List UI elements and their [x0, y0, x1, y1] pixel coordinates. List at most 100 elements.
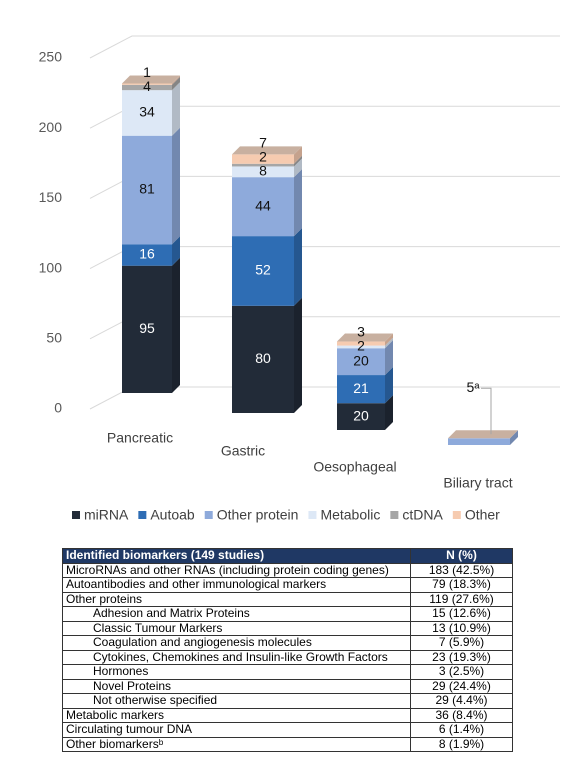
- bar-segment: [122, 135, 172, 245]
- y-tick-label: 150: [39, 189, 63, 205]
- table-row: Other biomarkersᵇ 8 (1.9%): [62, 736, 513, 752]
- bar-segment: [337, 375, 385, 404]
- bar-segment: [337, 348, 385, 376]
- bar-side: [172, 236, 180, 266]
- table-row: Autoantibodies and other immunological m…: [62, 577, 513, 593]
- bar-side: [294, 228, 302, 306]
- data-label: 3: [357, 324, 365, 340]
- table-cell: 13 (10.9%): [410, 620, 513, 636]
- table-cell: Autoantibodies and other immunological m…: [62, 577, 411, 593]
- table-cell: Circulating tumour DNA: [62, 722, 411, 738]
- bar-segment: [448, 438, 510, 445]
- legend-label: miRNA: [84, 507, 129, 523]
- bar-top: [232, 146, 302, 155]
- table-cell: 3 (2.5%): [410, 664, 513, 680]
- table-cell: 15 (12.6%): [410, 606, 513, 622]
- bar-segment: [232, 163, 294, 167]
- table-cell: Metabolic markers: [62, 707, 411, 723]
- table-cell: 119 (27.6%): [410, 591, 513, 607]
- legend-swatch: [452, 511, 461, 519]
- leader-line: [481, 387, 492, 435]
- table-cell: 79 (18.3%): [410, 577, 513, 593]
- bar-side: [294, 155, 302, 167]
- table-cell: Novel Proteins: [62, 678, 411, 694]
- data-label: 7: [259, 135, 267, 151]
- bar-segment: [232, 236, 294, 306]
- data-label: 44: [255, 197, 271, 213]
- legend-swatch: [308, 511, 317, 519]
- legend-label: Other: [465, 507, 500, 523]
- bar-segment: [232, 166, 294, 178]
- bar-side: [385, 333, 393, 346]
- table-row: Classic Tumour Markers 13 (10.9%): [62, 620, 513, 636]
- data-label: 95: [139, 320, 155, 336]
- bar-top: [122, 75, 180, 84]
- bar-side: [172, 257, 180, 393]
- y-tick-label: 0: [54, 400, 62, 416]
- table-cell: 8 (1.9%): [410, 736, 513, 752]
- data-label: 20: [353, 407, 369, 423]
- biomarker-table: Identified biomarkers (149 studies) N (%…: [62, 548, 513, 752]
- table-cell: Other biomarkersᵇ: [62, 736, 411, 752]
- bar-side: [294, 158, 302, 178]
- table-row: Other proteins 119 (27.6%): [62, 591, 513, 607]
- bar-segment: [232, 154, 294, 164]
- table-cell: 36 (8.4%): [410, 707, 513, 723]
- data-label: 81: [139, 181, 155, 197]
- data-label: 8: [259, 163, 267, 179]
- bar-segment: [122, 90, 172, 136]
- bar-side: [385, 337, 393, 349]
- table-row: Metabolic markers 36 (8.4%): [62, 707, 513, 723]
- bar-segment: [337, 341, 385, 346]
- bar-side: [294, 146, 302, 164]
- data-label: 2: [259, 149, 267, 165]
- legend-label: Metabolic: [320, 507, 380, 523]
- table-cell: MicroRNAs and other RNAs (including prot…: [62, 562, 411, 578]
- data-label: 1: [143, 64, 151, 80]
- x-tick-label: Gastric: [221, 443, 265, 459]
- table-cell: 23 (19.3%): [410, 649, 513, 665]
- y-tick-label: 250: [39, 49, 63, 65]
- table-cell: 183 (42.5%): [410, 562, 513, 578]
- table-row: Novel Proteins 29 (24.4%): [62, 678, 513, 694]
- table-cell: Hormones: [62, 664, 411, 680]
- y-tick-label: 100: [39, 259, 63, 275]
- bar-segment: [122, 83, 172, 85]
- bar-segment: [232, 177, 294, 237]
- data-label: 21: [353, 380, 369, 396]
- table-cell: Coagulation and angiogenesis molecules: [62, 635, 411, 651]
- bar-side: [294, 297, 302, 413]
- legend-label: Autoab: [150, 507, 195, 523]
- data-label: 2: [357, 338, 365, 354]
- legend-label: ctDNA: [402, 507, 443, 523]
- table-cell: Other proteins: [62, 591, 411, 607]
- table-cell: 29 (4.4%): [410, 693, 513, 709]
- bar-top: [448, 430, 518, 439]
- bar-segment: [337, 403, 385, 430]
- y-tick-label: 200: [39, 119, 63, 135]
- legend-swatch: [204, 511, 213, 519]
- bar-side: [294, 169, 302, 237]
- bar-side: [510, 430, 518, 445]
- data-label: 80: [255, 350, 271, 366]
- table-cell: 7 (5.9%): [410, 635, 513, 651]
- data-label: 5ᵃ: [467, 379, 481, 395]
- chart: 050100150200250Pancreatic9516813441Gastr…: [39, 35, 560, 523]
- table-cell: Adhesion and Matrix Proteins: [62, 606, 411, 622]
- table-cell: 29 (24.4%): [410, 678, 513, 694]
- header-cell: Identified biomarkers (149 studies): [62, 548, 411, 564]
- x-tick-label: Biliary tract: [443, 475, 512, 491]
- table-cell: 6 (1.4%): [410, 722, 513, 738]
- data-label: 20: [353, 352, 369, 368]
- legend-swatch: [72, 511, 80, 519]
- bar-side: [172, 82, 180, 136]
- table-row: Circulating tumour DNA 6 (1.4%): [62, 722, 513, 738]
- bar-segment: [337, 345, 385, 349]
- table-row: Not otherwise specified 29 (4.4%): [62, 693, 513, 709]
- bar-side: [385, 367, 393, 404]
- table-row: Hormones 3 (2.5%): [62, 664, 513, 680]
- table-cell: Cytokines, Chemokines and Insulin-like G…: [62, 649, 411, 665]
- legend-label: Other protein: [217, 507, 299, 523]
- table-row: Adhesion and Matrix Proteins 15 (12.6%): [62, 606, 513, 622]
